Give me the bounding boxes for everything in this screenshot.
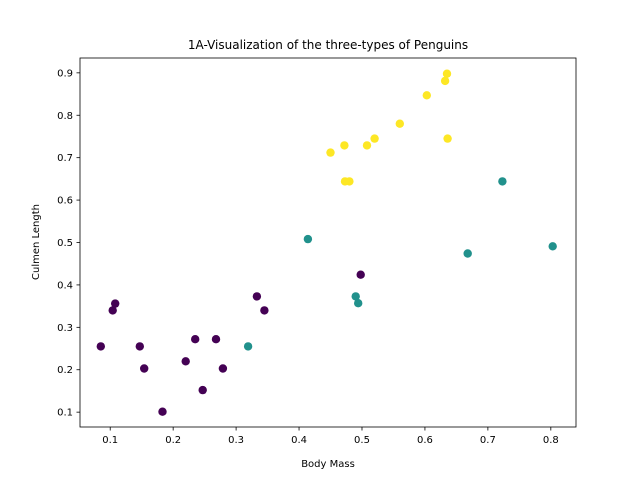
data-point-class-2 — [440, 76, 450, 86]
x-tick-label: 0.7 — [480, 435, 496, 446]
data-point-class-0 — [158, 407, 167, 416]
y-tick-label: 0.6 — [57, 196, 73, 207]
y-tick-label: 0.5 — [57, 238, 73, 249]
x-tick-label: 0.2 — [165, 435, 181, 446]
data-point-class-0 — [135, 342, 144, 351]
y-tick-label: 0.8 — [57, 111, 73, 122]
data-point-class-2 — [422, 91, 431, 100]
data-point-class-2 — [345, 177, 354, 186]
x-tick-label: 0.6 — [417, 435, 433, 446]
y-tick-label: 0.9 — [57, 68, 73, 79]
data-point-class-1 — [548, 242, 557, 251]
y-tick-label: 0.7 — [57, 153, 73, 164]
y-ticks: 0.1 0.2 0.3 0.4 0.5 0.6 0.7 0.8 0.9 — [57, 68, 80, 419]
x-tick-label: 0.8 — [543, 435, 559, 446]
data-point-class-2 — [326, 148, 335, 157]
data-point-class-0 — [140, 364, 149, 373]
data-point-class-0 — [181, 357, 190, 366]
data-point-class-2 — [362, 141, 372, 150]
data-point-class-1 — [498, 177, 507, 186]
x-tick-label: 0.3 — [228, 435, 244, 446]
data-point-class-2 — [395, 119, 404, 128]
data-point-class-2 — [340, 141, 349, 150]
x-tick-label: 0.4 — [291, 435, 307, 446]
data-point-class-0 — [111, 299, 120, 308]
data-point-class-1 — [463, 249, 472, 258]
data-point-class-1 — [243, 342, 253, 351]
data-point-class-0 — [211, 335, 221, 344]
x-ticks: 0.1 0.2 0.3 0.4 0.5 0.6 0.7 0.8 — [102, 427, 559, 446]
chart-title: 1A-Visualization of the three-types of P… — [188, 38, 468, 52]
x-tick-label: 0.1 — [102, 435, 118, 446]
points-layer — [96, 69, 557, 416]
data-point-class-0 — [218, 364, 228, 373]
x-axis-label: Body Mass — [301, 459, 355, 470]
data-point-class-0 — [252, 292, 262, 301]
data-point-class-0 — [198, 385, 207, 395]
data-point-class-1 — [351, 292, 360, 301]
data-point-class-0 — [260, 306, 269, 315]
data-point-class-0 — [356, 270, 365, 279]
data-point-class-0 — [108, 306, 117, 315]
y-axis-label: Culmen Length — [31, 204, 42, 280]
data-point-class-0 — [191, 335, 200, 344]
data-point-class-2 — [370, 134, 379, 143]
y-tick-label: 0.3 — [57, 323, 73, 334]
data-point-class-0 — [96, 342, 106, 351]
data-point-class-1 — [303, 234, 313, 244]
y-tick-label: 0.1 — [57, 408, 73, 419]
y-tick-label: 0.2 — [57, 365, 73, 376]
data-point-class-1 — [354, 299, 363, 308]
x-tick-label: 0.5 — [354, 435, 370, 446]
y-tick-label: 0.4 — [57, 280, 73, 291]
data-point-class-2 — [443, 134, 452, 143]
data-point-class-2 — [442, 69, 452, 78]
